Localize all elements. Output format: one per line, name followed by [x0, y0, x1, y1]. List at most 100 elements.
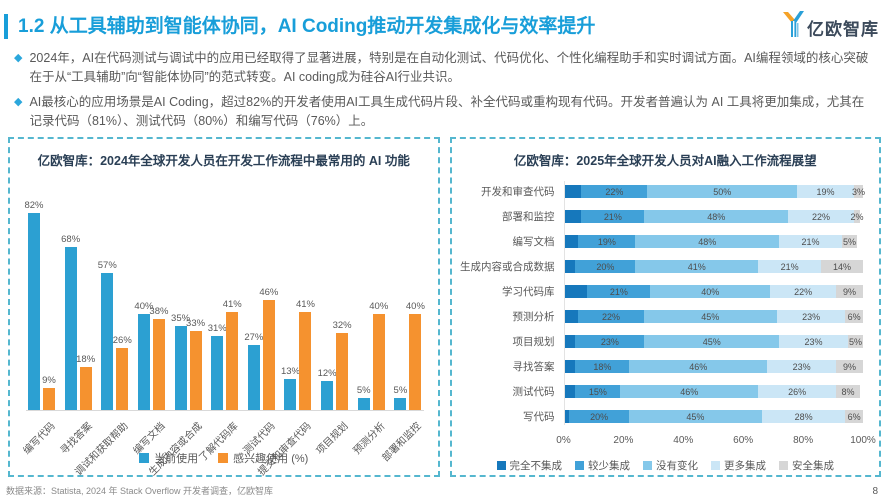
bar: 18%: [76, 354, 95, 410]
bar: 40%: [406, 301, 425, 410]
row-label: 生成内容或合成数据: [460, 261, 555, 273]
bar-segment: 19%: [797, 185, 854, 198]
stacked-bar: 22% 50% 19% 3%: [563, 185, 865, 198]
stacked-bar-row: 部署和监控 21% 48% 22% 2%: [452, 210, 863, 223]
bar-value-label: 41%: [222, 298, 242, 310]
bar: 31%: [208, 323, 227, 410]
yiou-logo-icon: [780, 11, 804, 43]
row-label: 编写文档: [512, 236, 555, 248]
bar-value-label: 40%: [405, 301, 425, 312]
left-chart-title: 亿欧智库：2024年全球开发人员在开发工作流程中最常用的 AI 功能: [37, 154, 410, 168]
bar-value-label: 5%: [393, 385, 408, 396]
bar-value-label: 40%: [369, 301, 389, 312]
bar: 26%: [113, 335, 132, 410]
bar: 46%: [259, 287, 278, 410]
row-label: 项目规划: [512, 336, 555, 348]
legend-item: 当前使用: [139, 450, 198, 466]
bar-segment: 21%: [758, 260, 822, 273]
bar: 33%: [186, 318, 205, 410]
row-label: 开发和审查代码: [481, 186, 555, 198]
right-chart-title: 亿欧智库：2025年全球开发人员对AI融入工作流程展望: [513, 154, 817, 168]
bar-value-label: 33%: [186, 317, 206, 329]
bar-value-label: 18%: [76, 353, 96, 365]
x-axis-tick: 40%: [673, 435, 694, 446]
stacked-bar: 15% 46% 26% 8%: [563, 385, 864, 398]
bar-value-label: 32%: [332, 320, 352, 332]
left-chart-panel: 亿欧智库：2024年全球开发人员在开发工作流程中最常用的 AI 功能 82% 9%…: [8, 137, 440, 478]
bar-segment: 22%: [770, 285, 837, 298]
legend-item: 感兴趣使用 (%): [218, 450, 308, 466]
stacked-bar-row: 生成内容或合成数据 20% 41% 21% 14%: [452, 260, 864, 273]
bar-value-label: 31%: [207, 322, 227, 334]
row-label: 部署和监控: [502, 211, 555, 223]
bar-segment: 5%: [847, 335, 863, 348]
bar: 12%: [318, 368, 337, 410]
stacked-bar: 19% 48% 21% 5%: [563, 235, 864, 248]
bar-segment: 23%: [777, 310, 846, 323]
row-label: 写代码: [523, 411, 555, 423]
legend-label: 更多集成: [724, 460, 766, 472]
bar-group: 27% 46%: [244, 287, 278, 410]
bar-segment: 45%: [643, 310, 778, 323]
bar-segment: 21%: [581, 210, 645, 223]
charts-row: 亿欧智库：2024年全球开发人员在开发工作流程中最常用的 AI 功能 82% 9%…: [8, 137, 881, 478]
x-axis-tick: 0%: [556, 435, 571, 446]
bar-segment: [563, 185, 582, 198]
legend-item: 没有变化: [643, 458, 698, 473]
bar-segment: [563, 210, 582, 223]
bar-segment: 19%: [578, 235, 636, 248]
bar-segment: 48%: [635, 235, 780, 248]
bar-segment: 8%: [836, 385, 860, 398]
bar-segment: 21%: [587, 285, 651, 298]
legend-label: 完全不集成: [509, 460, 563, 472]
bar-segment: [563, 360, 576, 373]
legend-item: 较少集成: [575, 458, 630, 473]
bar-segment: 26%: [758, 385, 837, 398]
bar: 38%: [149, 306, 168, 410]
bar-segment: 22%: [581, 185, 648, 198]
bar-segment: 23%: [575, 335, 645, 348]
x-axis-tick: 80%: [793, 435, 814, 446]
stacked-bar-row: 写代码 20% 45% 28% 6%: [452, 410, 864, 423]
bar-value-label: 46%: [259, 286, 279, 298]
x-axis-tick: 60%: [733, 435, 754, 446]
source-note: 数据来源：Statista, 2024 年 Stack Overflow 开发者…: [6, 486, 274, 496]
bar-segment: [563, 260, 576, 273]
bar-segment: 40%: [650, 285, 771, 298]
legend-label: 当前使用: [154, 453, 199, 465]
row-label: 测试代码: [512, 386, 555, 398]
bar-value-label: 35%: [171, 313, 191, 324]
x-axis-tick: 20%: [613, 435, 634, 446]
stacked-bar-row: 预测分析 22% 45% 23% 6%: [452, 310, 864, 323]
bar-value-label: 27%: [244, 332, 264, 344]
title-accent-bar: [4, 14, 8, 39]
slide-header: 1.2 从工具辅助到智能体协同，AI Coding推动开发集成化与效率提升 亿欧…: [0, 0, 889, 39]
stacked-bar: 22% 45% 23% 6%: [563, 310, 864, 323]
logo-text: 亿欧智库: [807, 19, 879, 39]
bar-group: 31% 41%: [208, 299, 242, 410]
legend-label: 安全集成: [792, 460, 834, 472]
bar-segment: 41%: [635, 260, 759, 273]
bar-segment: 46%: [620, 385, 759, 398]
bar-segment: 20%: [569, 410, 629, 423]
stacked-bar: 20% 45% 28% 6%: [563, 410, 864, 423]
bar-segment: 20%: [575, 260, 636, 273]
stacked-bar-row: 开发和审查代码 22% 50% 19% 3%: [452, 185, 865, 198]
bullet-1: ◆ 2024年，AI在代码测试与调试中的应用已经取得了显著进展，特别是在自动化测…: [14, 49, 873, 86]
stacked-bar-row: 测试代码 15% 46% 26% 8%: [452, 385, 864, 398]
bar: 40%: [134, 301, 153, 410]
right-chart-legend: 完全不集成 较少集成 没有变化 更多集成 安全集成: [452, 458, 880, 473]
stacked-bar-row: 项目规划 23% 45% 23% 5%: [452, 335, 864, 348]
bar-value-label: 41%: [295, 298, 315, 310]
bar-value-label: 82%: [24, 200, 44, 212]
bar-segment: [563, 285, 588, 298]
bar-value-label: 68%: [61, 233, 81, 245]
bar-group: 5% 40%: [393, 301, 425, 410]
page-title: 1.2 从工具辅助到智能体协同，AI Coding推动开发集成化与效率提升: [18, 16, 596, 37]
bar-segment: 48%: [644, 210, 789, 223]
bar-segment: 21%: [779, 235, 842, 248]
x-axis-ticks: 0% 20% 40% 60% 80% 100%: [556, 435, 876, 450]
bar-segment: 23%: [779, 335, 848, 348]
bar: 40%: [369, 301, 388, 410]
bar-segment: 50%: [647, 185, 798, 198]
